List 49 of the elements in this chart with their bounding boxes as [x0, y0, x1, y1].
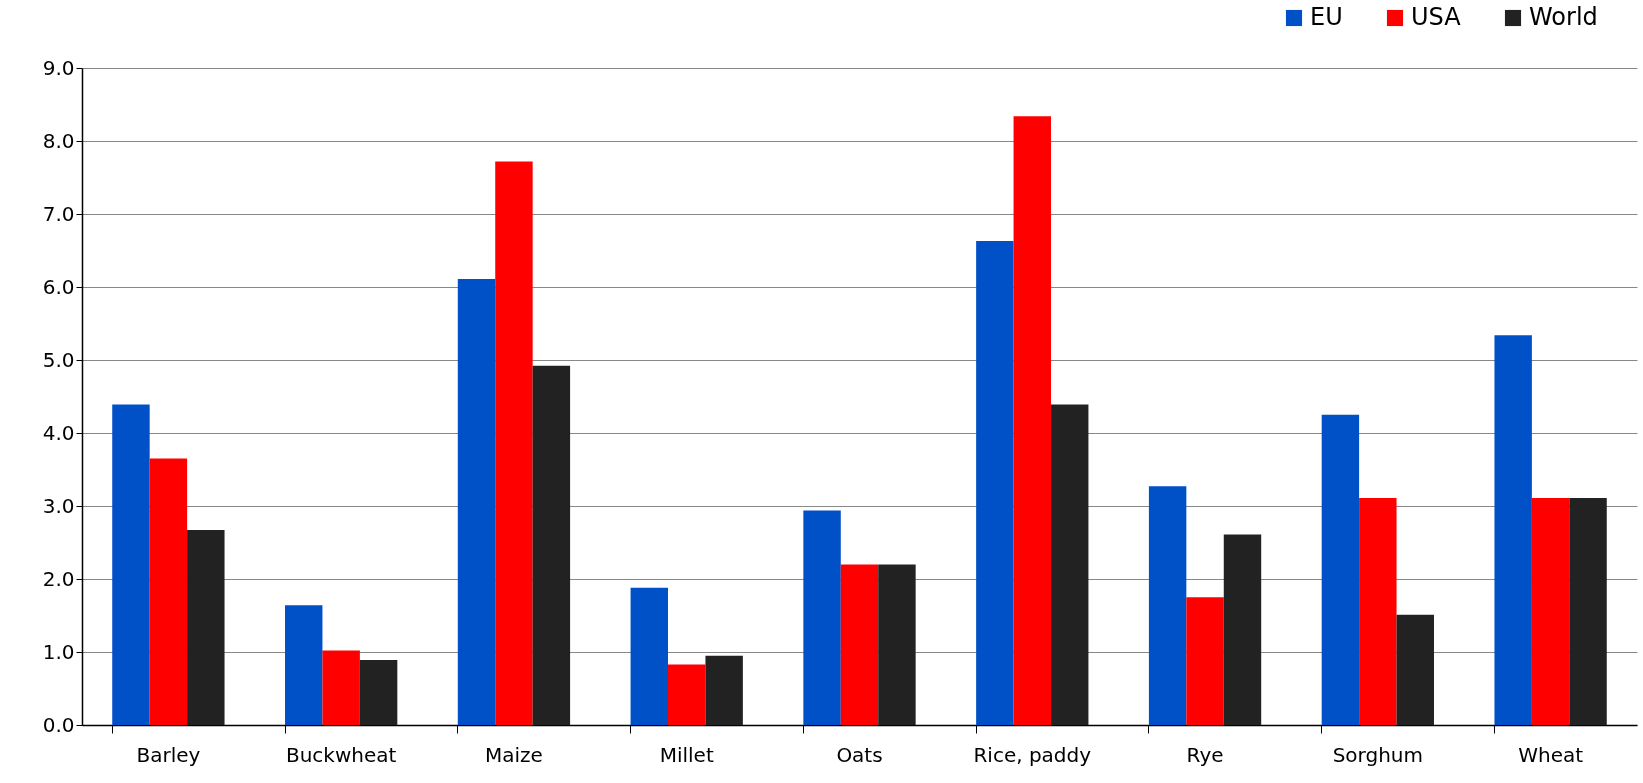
bar	[1186, 597, 1224, 725]
bar	[1396, 614, 1434, 725]
x-tick-label: Barley	[136, 742, 201, 767]
bar	[630, 587, 668, 725]
legend-label: USA	[1411, 3, 1462, 31]
bar	[1494, 335, 1532, 725]
y-tick-label: 8.0	[42, 128, 75, 153]
x-tick-label: Rice, paddy	[973, 742, 1092, 767]
bar	[1223, 534, 1262, 725]
bar	[1569, 497, 1607, 725]
x-tick-label: Maize	[485, 742, 543, 767]
y-tick-label: 2.0	[42, 566, 75, 591]
bar	[285, 605, 323, 725]
y-tick-label: 5.0	[42, 347, 75, 372]
bar	[803, 510, 841, 725]
bar	[495, 161, 533, 725]
y-tick-label: 3.0	[42, 493, 75, 518]
bar	[976, 241, 1014, 725]
legend-label: World	[1529, 3, 1598, 31]
bar	[878, 564, 916, 725]
bar	[1531, 497, 1570, 725]
x-tick-label: Sorghum	[1332, 742, 1424, 767]
y-tick-label: 9.0	[42, 55, 75, 80]
x-tick-label: Oats	[836, 742, 883, 767]
x-tick-label: Wheat	[1518, 742, 1584, 767]
bar	[1148, 486, 1187, 725]
bar	[149, 458, 188, 725]
y-tick-label: 0.0	[42, 712, 75, 737]
x-tick-label: Buckwheat	[285, 742, 397, 767]
bar	[457, 278, 496, 725]
bar	[187, 530, 225, 725]
bar	[112, 404, 150, 725]
y-tick-label: 4.0	[42, 420, 75, 445]
bar	[1051, 404, 1089, 725]
bar	[840, 564, 879, 725]
y-tick-label: 6.0	[42, 274, 75, 299]
bar	[532, 365, 571, 725]
y-tick-label: 1.0	[42, 639, 75, 664]
legend-label: EU	[1310, 3, 1343, 31]
bar	[668, 664, 706, 725]
bar	[1013, 116, 1051, 725]
bar	[322, 650, 360, 725]
bar	[1321, 414, 1360, 725]
bar	[705, 655, 743, 725]
bar	[1359, 497, 1397, 725]
bar	[359, 660, 398, 725]
x-tick-label: Rye	[1186, 742, 1224, 767]
y-tick-label: 7.0	[42, 201, 75, 226]
x-tick-label: Millet	[659, 742, 714, 767]
